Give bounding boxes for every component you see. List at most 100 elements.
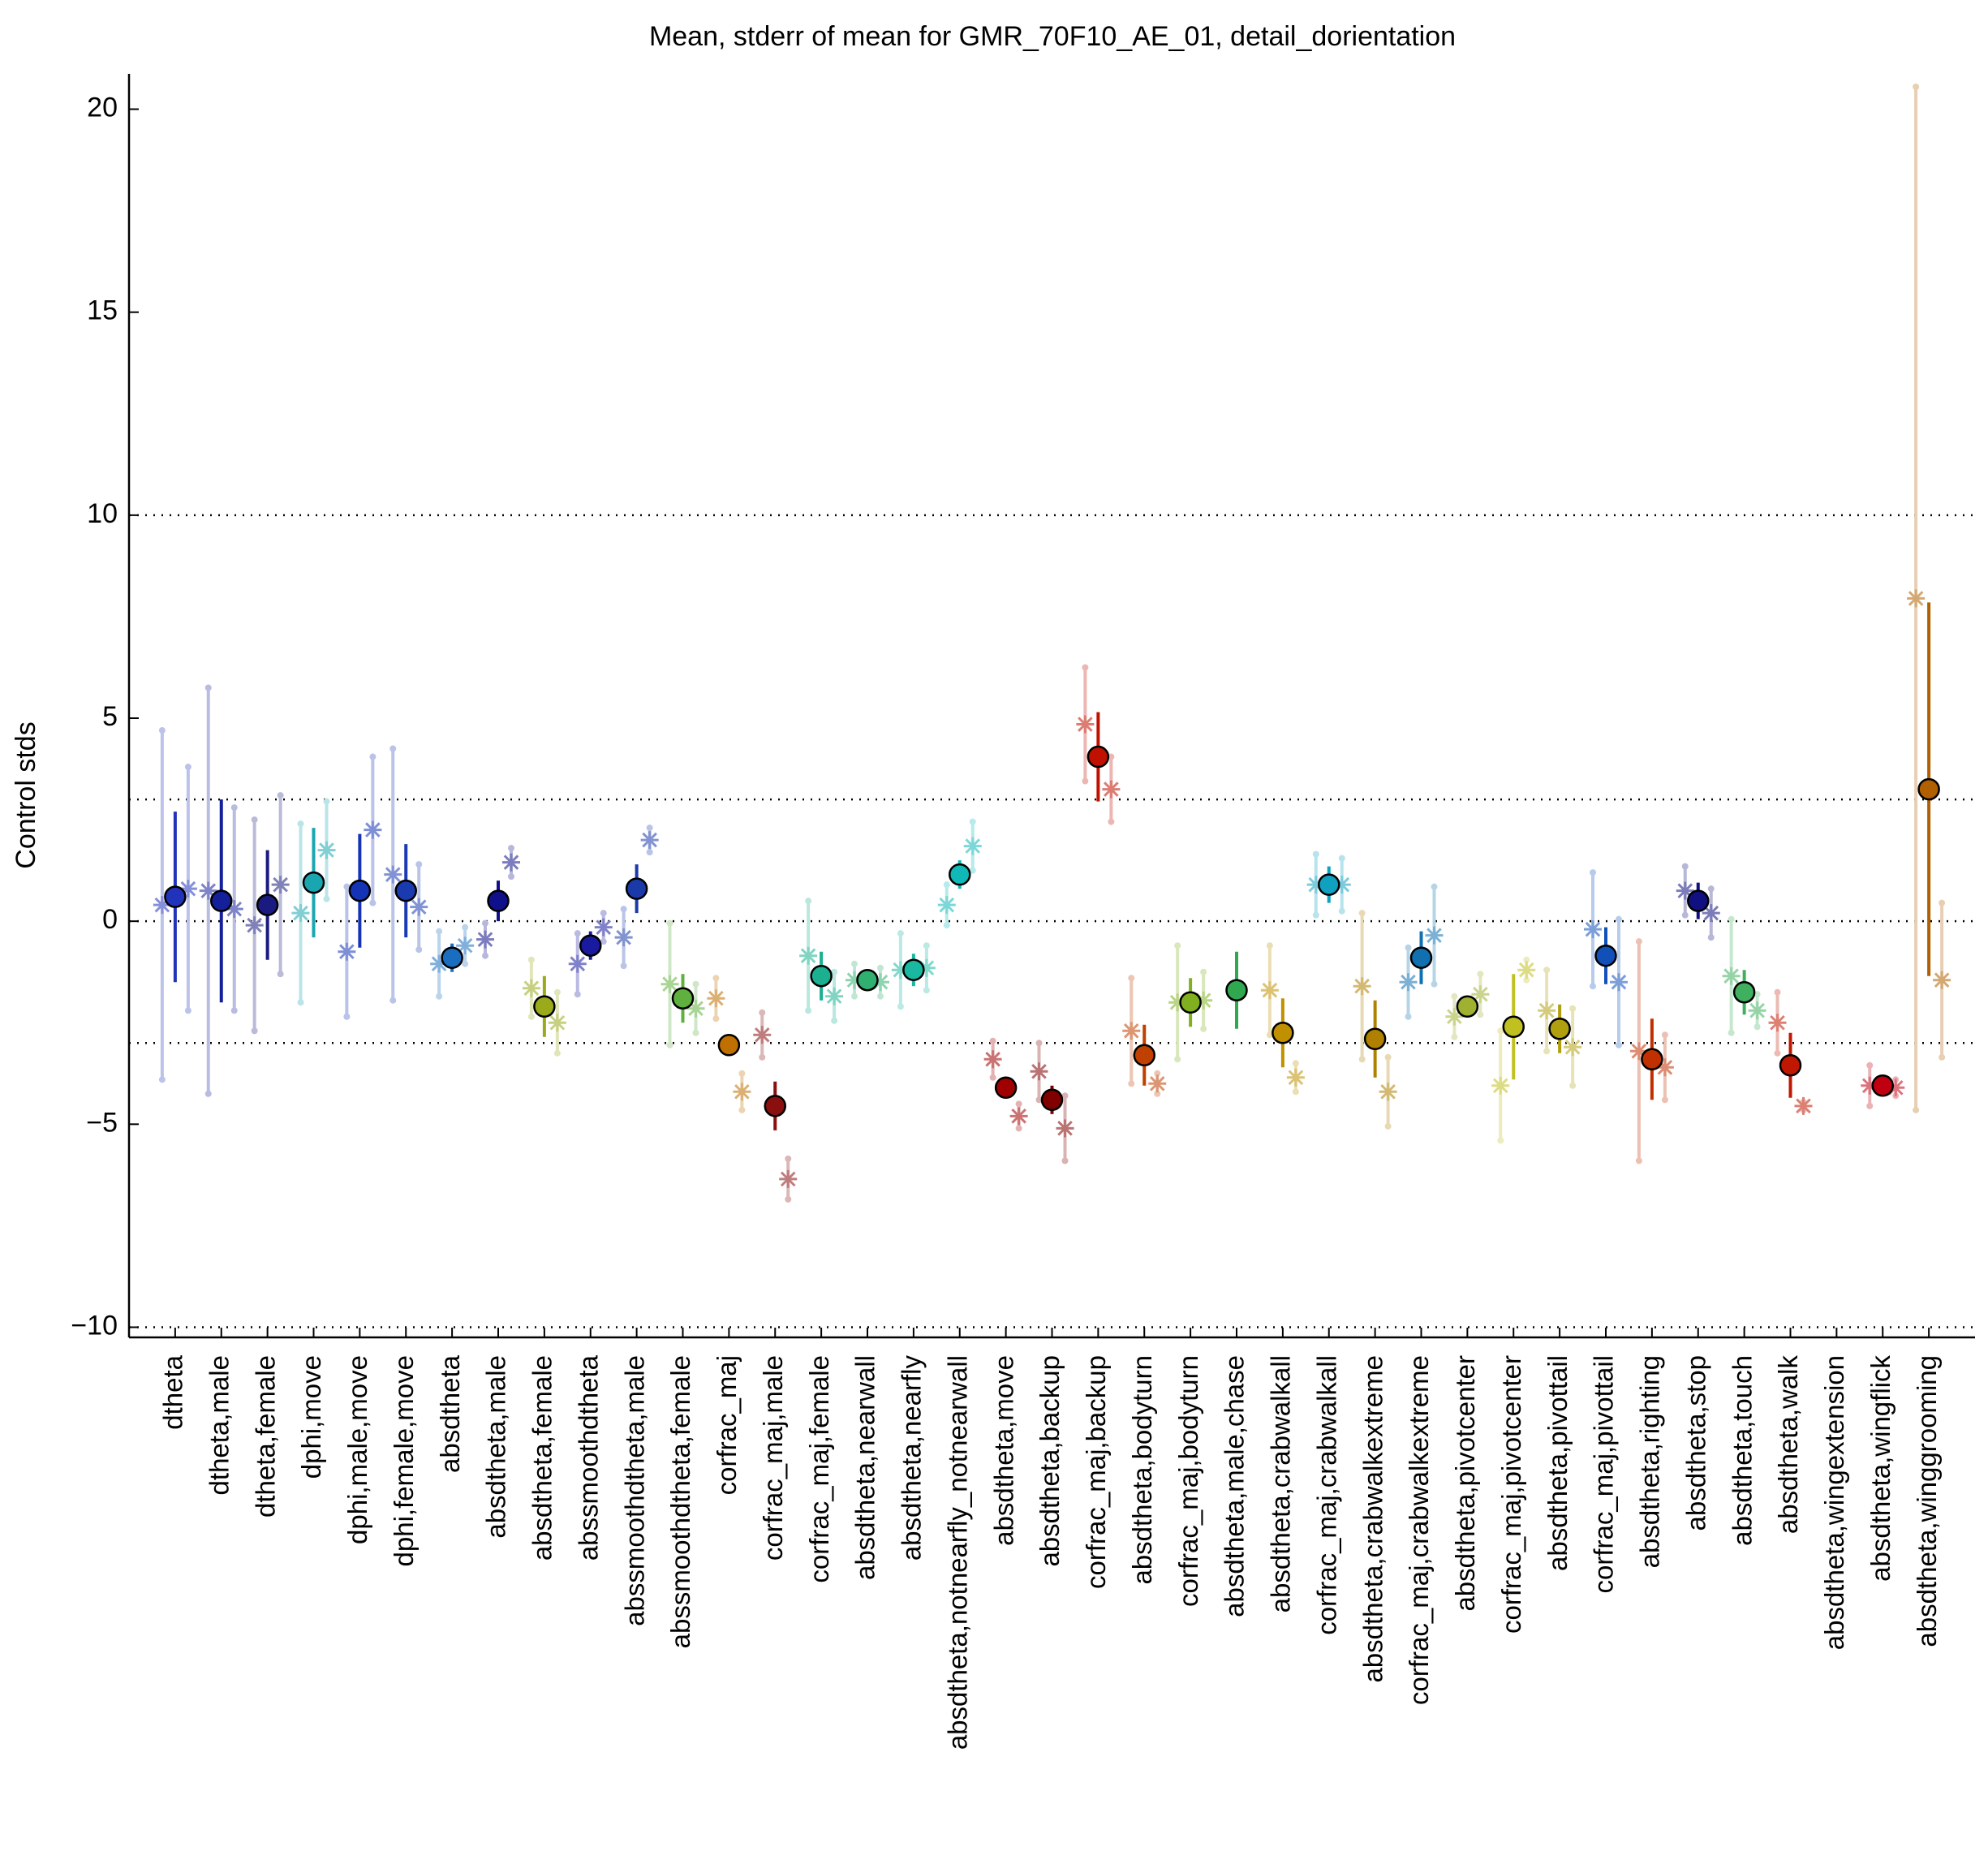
- y-tick-label: 0: [102, 904, 118, 935]
- y-tick-label: −10: [71, 1310, 118, 1341]
- error-end: [1061, 1092, 1069, 1100]
- error-end: [1266, 942, 1273, 949]
- asterisk-marker: [476, 930, 494, 949]
- error-end: [1108, 753, 1115, 760]
- error-end: [759, 1009, 766, 1016]
- y-tick-label: 10: [87, 498, 118, 529]
- mean-marker: [949, 863, 971, 886]
- asterisk-marker: [1445, 1007, 1464, 1026]
- error-end: [738, 1070, 746, 1077]
- error-end: [923, 987, 930, 994]
- mean-marker: [717, 1034, 741, 1057]
- mean-marker: [1225, 979, 1248, 1001]
- error-end: [620, 962, 627, 970]
- x-tick-label: abssmoothdtheta: [573, 1354, 603, 1561]
- error-end: [389, 745, 397, 752]
- x-tick-label: dphi,move: [296, 1355, 326, 1479]
- mean-marker: [348, 879, 372, 902]
- error-end: [462, 924, 469, 931]
- asterisk-marker: [1491, 1076, 1510, 1095]
- x-tick-label: absdtheta,backup: [1035, 1355, 1065, 1567]
- error-end: [1707, 885, 1715, 893]
- mean-marker: [1917, 777, 1940, 801]
- y-tick-label: 20: [87, 93, 118, 123]
- mean-marker: [764, 1095, 786, 1117]
- error-end: [323, 895, 330, 902]
- error-end: [1681, 911, 1689, 919]
- x-tick-label: absdtheta: [435, 1354, 465, 1473]
- asterisk-marker: [1148, 1074, 1167, 1093]
- error-end: [1200, 1025, 1207, 1032]
- error-end: [1616, 915, 1622, 923]
- error-end: [1358, 910, 1366, 917]
- mean-marker: [1409, 946, 1433, 969]
- error-end: [1384, 1122, 1392, 1130]
- error-end: [436, 992, 443, 1000]
- x-tick-label: absdtheta,notnearfly_notnearwall: [942, 1355, 972, 1750]
- asterisk-marker: [1102, 780, 1121, 799]
- asterisk-marker: [640, 831, 659, 850]
- asterisk-marker: [846, 971, 863, 989]
- error-end: [1774, 1049, 1781, 1057]
- error-end: [1661, 1096, 1668, 1104]
- asterisk-marker: [917, 958, 936, 977]
- asterisk-marker: [594, 918, 613, 936]
- mean-marker: [1732, 980, 1756, 1004]
- error-end: [831, 1017, 838, 1024]
- x-tick-label: absdtheta,nearfly: [897, 1355, 927, 1561]
- mean-marker: [994, 1076, 1018, 1100]
- mean-marker: [487, 889, 510, 912]
- error-end: [1523, 956, 1530, 963]
- error-end: [297, 999, 304, 1006]
- mean-marker: [441, 946, 463, 969]
- mean-marker: [1548, 1018, 1571, 1040]
- mean-marker: [1272, 1022, 1294, 1044]
- error-end: [1569, 1082, 1577, 1089]
- asterisk-marker: [364, 820, 382, 839]
- x-tick-label: dphi,female,move: [389, 1355, 419, 1566]
- mean-marker: [1594, 944, 1617, 967]
- error-end: [1128, 1080, 1135, 1087]
- asterisk-marker: [1584, 920, 1602, 939]
- mean-marker: [1502, 1015, 1525, 1039]
- x-tick-label: dphi,male,move: [342, 1355, 372, 1544]
- error-end: [482, 952, 488, 959]
- error-end: [1774, 988, 1781, 996]
- error-end: [1939, 1053, 1946, 1061]
- x-tick-label: dtheta,male: [204, 1355, 234, 1495]
- asterisk-marker: [963, 837, 982, 855]
- error-end: [369, 753, 377, 760]
- error-end: [1292, 1060, 1299, 1067]
- error-end: [785, 1155, 792, 1162]
- error-end: [831, 968, 838, 975]
- asterisk-marker: [1332, 876, 1351, 894]
- asterisk-marker: [1564, 1038, 1582, 1057]
- error-end: [158, 1076, 166, 1083]
- error-end: [1523, 976, 1530, 984]
- asterisk-marker: [225, 900, 243, 919]
- x-tick-label: dtheta,female: [250, 1355, 280, 1518]
- asterisk-marker: [1194, 991, 1213, 1010]
- asterisk-marker: [1610, 973, 1628, 992]
- x-tick-label: absdtheta,crabwalkall: [1266, 1355, 1296, 1612]
- mean-marker: [256, 893, 279, 916]
- error-end: [1338, 855, 1345, 862]
- asterisk-marker: [1907, 589, 1926, 608]
- asterisk-marker: [825, 987, 844, 1005]
- error-end: [646, 825, 653, 832]
- asterisk-marker: [179, 880, 197, 898]
- x-tick-label: absdtheta,crabwalkextreme: [1358, 1355, 1388, 1683]
- error-end: [389, 997, 397, 1004]
- asterisk-marker: [548, 1014, 566, 1032]
- error-end: [277, 792, 284, 799]
- asterisk-marker: [983, 1050, 1002, 1069]
- asterisk-marker: [384, 865, 402, 884]
- asterisk-marker: [1702, 904, 1720, 923]
- error-end: [897, 1003, 904, 1010]
- asterisk-marker: [661, 975, 679, 993]
- x-tick-label: corfrac_maj,pivottail: [1589, 1355, 1619, 1593]
- error-end: [527, 1013, 535, 1020]
- asterisk-marker: [733, 1083, 751, 1101]
- x-tick-label: corfrac_maj,pivotcenter: [1496, 1355, 1526, 1634]
- error-end: [1174, 942, 1181, 949]
